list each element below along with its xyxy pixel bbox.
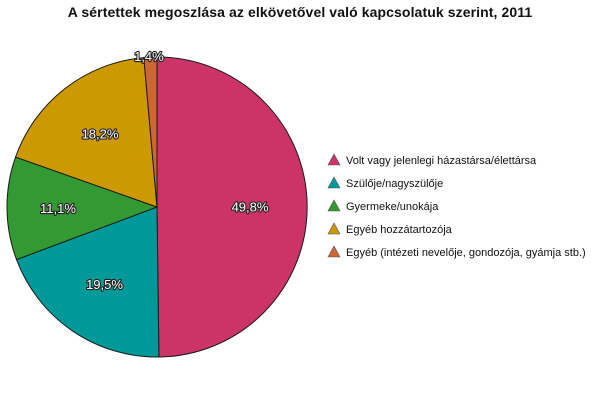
pie-slice <box>15 206 160 358</box>
pie-slice <box>6 156 159 261</box>
pie-slice <box>156 56 308 358</box>
slice-value-label: 18,2% <box>82 127 119 142</box>
legend-item: Egyéb (intézeti nevelője, gondozója, gyá… <box>327 245 586 259</box>
pie-slice <box>143 56 158 208</box>
legend-label: Gyermeke/unokája <box>346 201 439 213</box>
legend-label: Egyéb hozzátartozója <box>346 224 453 236</box>
legend-item: Szülője/nagyszülője <box>327 176 443 190</box>
slice-value-label: 1,4% <box>134 49 164 64</box>
chart-title: A sértettek megoszlása az elkövetővel va… <box>67 4 533 20</box>
pie-slices <box>6 56 308 358</box>
legend-marker <box>327 199 341 212</box>
legend: Volt vagy jelenlegi házastársa/élettársa… <box>327 153 586 259</box>
legend-label: Egyéb (intézeti nevelője, gondozója, gyá… <box>346 247 586 259</box>
legend-item: Volt vagy jelenlegi házastársa/élettársa <box>327 153 537 167</box>
legend-marker <box>327 222 341 235</box>
legend-marker <box>327 245 341 258</box>
legend-label: Szülője/nagyszülője <box>346 178 443 190</box>
legend-label: Volt vagy jelenlegi házastársa/élettársa <box>346 155 537 167</box>
legend-item: Egyéb hozzátartozója <box>327 222 453 236</box>
pie-slice <box>14 57 158 208</box>
legend-marker <box>327 176 341 189</box>
pie-value-labels: 49,8% 19,5% 11,1% 18,2% 1,4% <box>39 48 270 293</box>
legend-marker <box>327 153 341 166</box>
slice-value-label: 11,1% <box>40 201 76 216</box>
slice-value-label: 49,8% <box>232 199 269 214</box>
slice-value-label: 19,5% <box>86 277 123 292</box>
legend-item: Gyermeke/unokája <box>327 199 439 213</box>
